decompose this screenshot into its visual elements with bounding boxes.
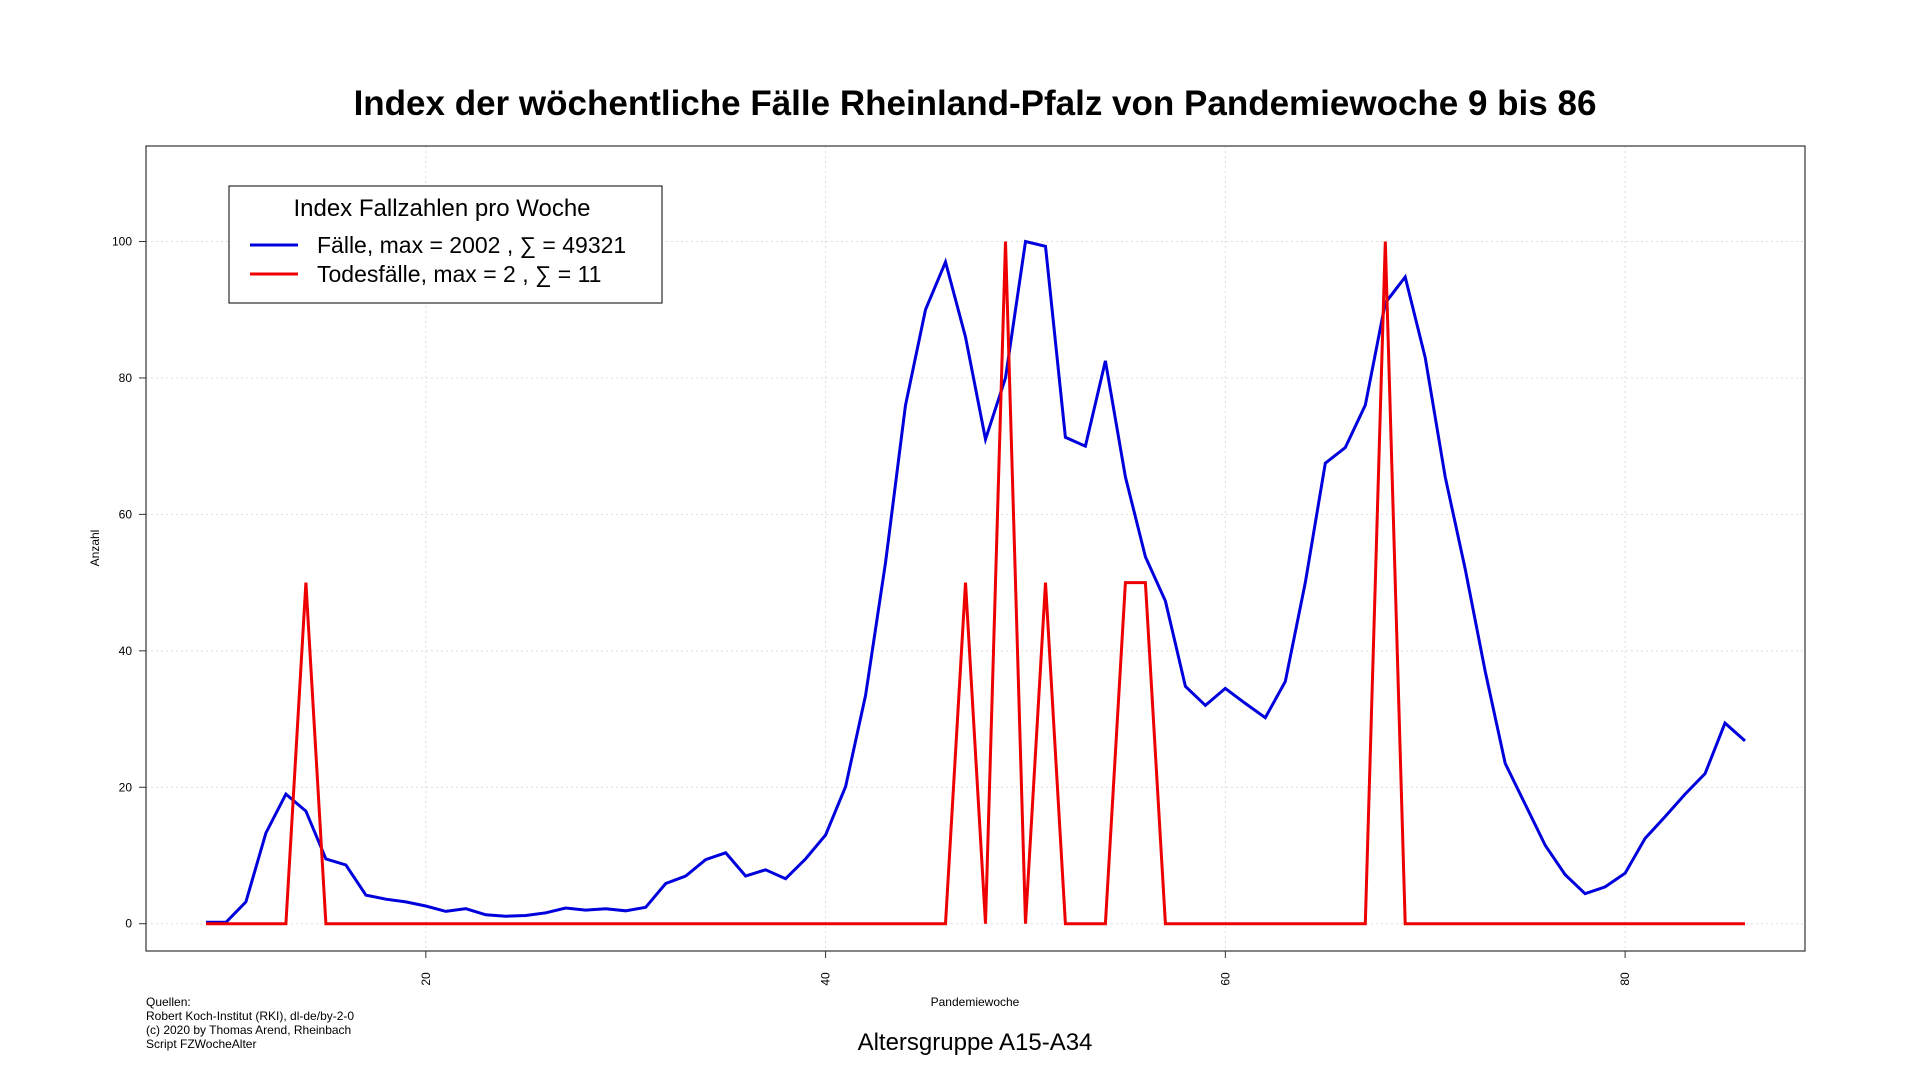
- series-line-todesfaelle: [206, 241, 1745, 926]
- y-tick-label-60: 60: [119, 507, 133, 521]
- series-layer: [206, 239, 1746, 926]
- source-line-3: (c) 2020 by Thomas Arend, Rheinbach: [146, 1023, 351, 1037]
- chart-subtitle: Altersgruppe A15-A34: [858, 1029, 1093, 1056]
- source-line-1: Quellen:: [146, 995, 191, 1009]
- y-axis-label: Anzahl: [88, 530, 102, 567]
- source-line-2: Robert Koch-Institut (RKI), dl-de/by-2-0: [146, 1009, 354, 1023]
- chart-title: Index der wöchentliche Fälle Rheinland-P…: [354, 84, 1597, 123]
- y-tick-label-100: 100: [112, 235, 132, 249]
- legend-box: [228, 185, 663, 304]
- legend-entry-todesfaelle: Todesfälle, max = 2 , ∑ = 11: [317, 261, 601, 287]
- x-tick-label-20: 20: [419, 972, 433, 986]
- source-line-4: Script FZWocheAlter: [146, 1037, 256, 1051]
- plot-frame: [145, 145, 1806, 952]
- series-line-faelle: [206, 239, 1746, 924]
- x-tick-label-40: 40: [819, 972, 833, 986]
- y-tick-label-80: 80: [119, 371, 133, 385]
- y-tick-label-0: 0: [125, 917, 132, 931]
- y-tick-label-40: 40: [119, 644, 133, 658]
- y-axis: 0 20 40 60 80 100: [112, 235, 146, 931]
- legend: Index Fallzahlen pro Woche Fälle, max = …: [228, 185, 663, 304]
- legend-title: Index Fallzahlen pro Woche: [293, 195, 590, 222]
- sources-note: Quellen: Robert Koch-Institut (RKI), dl-…: [146, 995, 354, 1051]
- x-tick-label-80: 80: [1618, 972, 1632, 986]
- legend-entry-faelle: Fälle, max = 2002 , ∑ = 49321: [317, 232, 626, 258]
- y-tick-label-20: 20: [119, 780, 133, 794]
- x-axis: 20 40 60 80: [419, 951, 1632, 986]
- x-axis-label: Pandemiewoche: [931, 995, 1020, 1009]
- x-tick-label-60: 60: [1218, 972, 1232, 986]
